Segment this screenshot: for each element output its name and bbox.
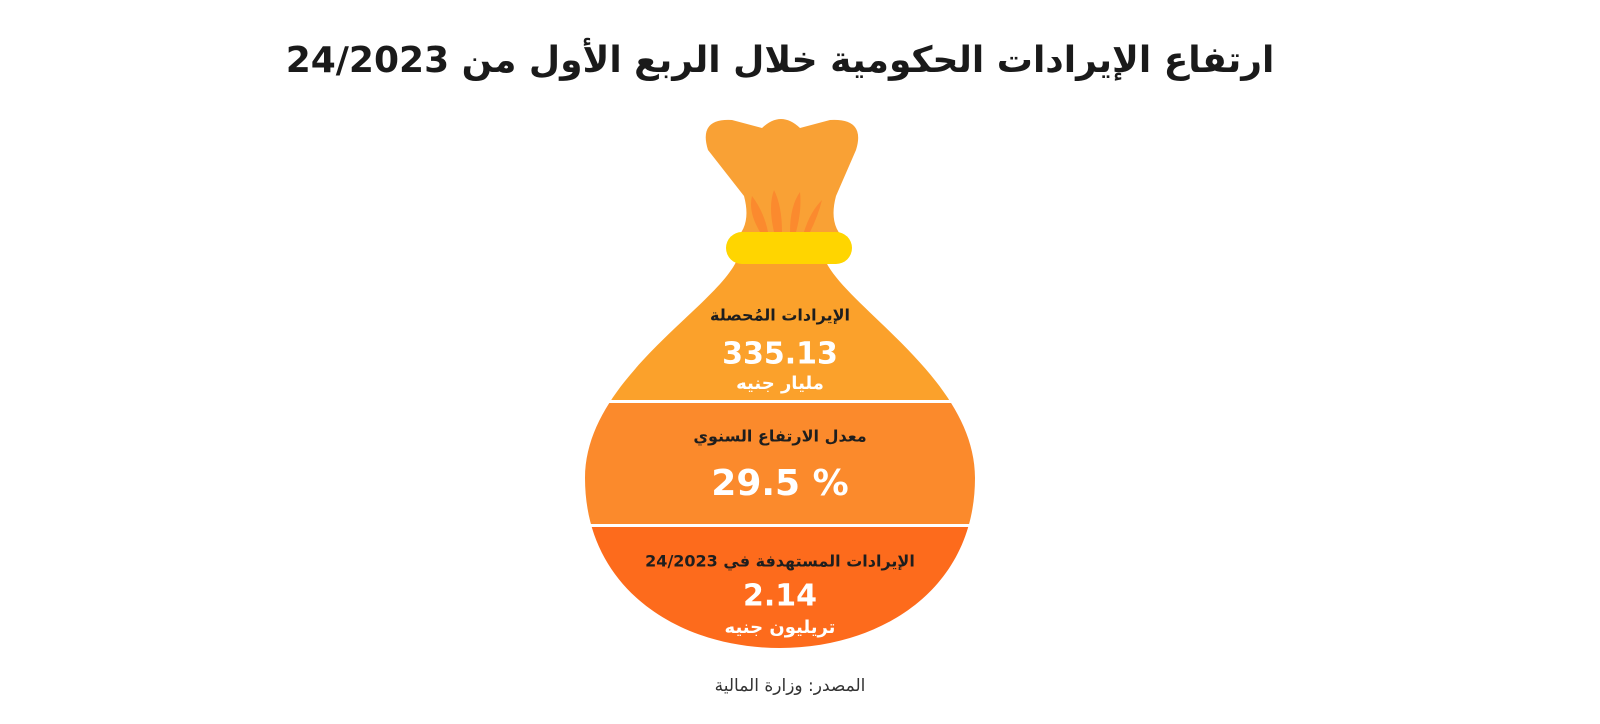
section-label: الإيرادات المستهدفة في 24/2023 [645, 552, 915, 572]
section-unit: مليار جنيه [736, 373, 824, 394]
section-value: 335.13 [722, 337, 838, 372]
source: المصدر: وزارة المالية [715, 676, 866, 696]
section-label: الإيرادات المُحصلة [710, 306, 850, 325]
section-band [585, 403, 975, 524]
bag-folds [751, 190, 822, 232]
bag-neck [705, 119, 859, 240]
title: ارتفاع الإيرادات الحكومية خلال الربع الأ… [286, 37, 1275, 81]
bag-tie [726, 232, 852, 264]
section-value: 29.5 % [711, 463, 848, 504]
section-value: 2.14 [743, 579, 817, 614]
section-label: معدل الارتفاع السنوي [693, 427, 866, 447]
section-unit: تريليون جنيه [725, 617, 836, 638]
